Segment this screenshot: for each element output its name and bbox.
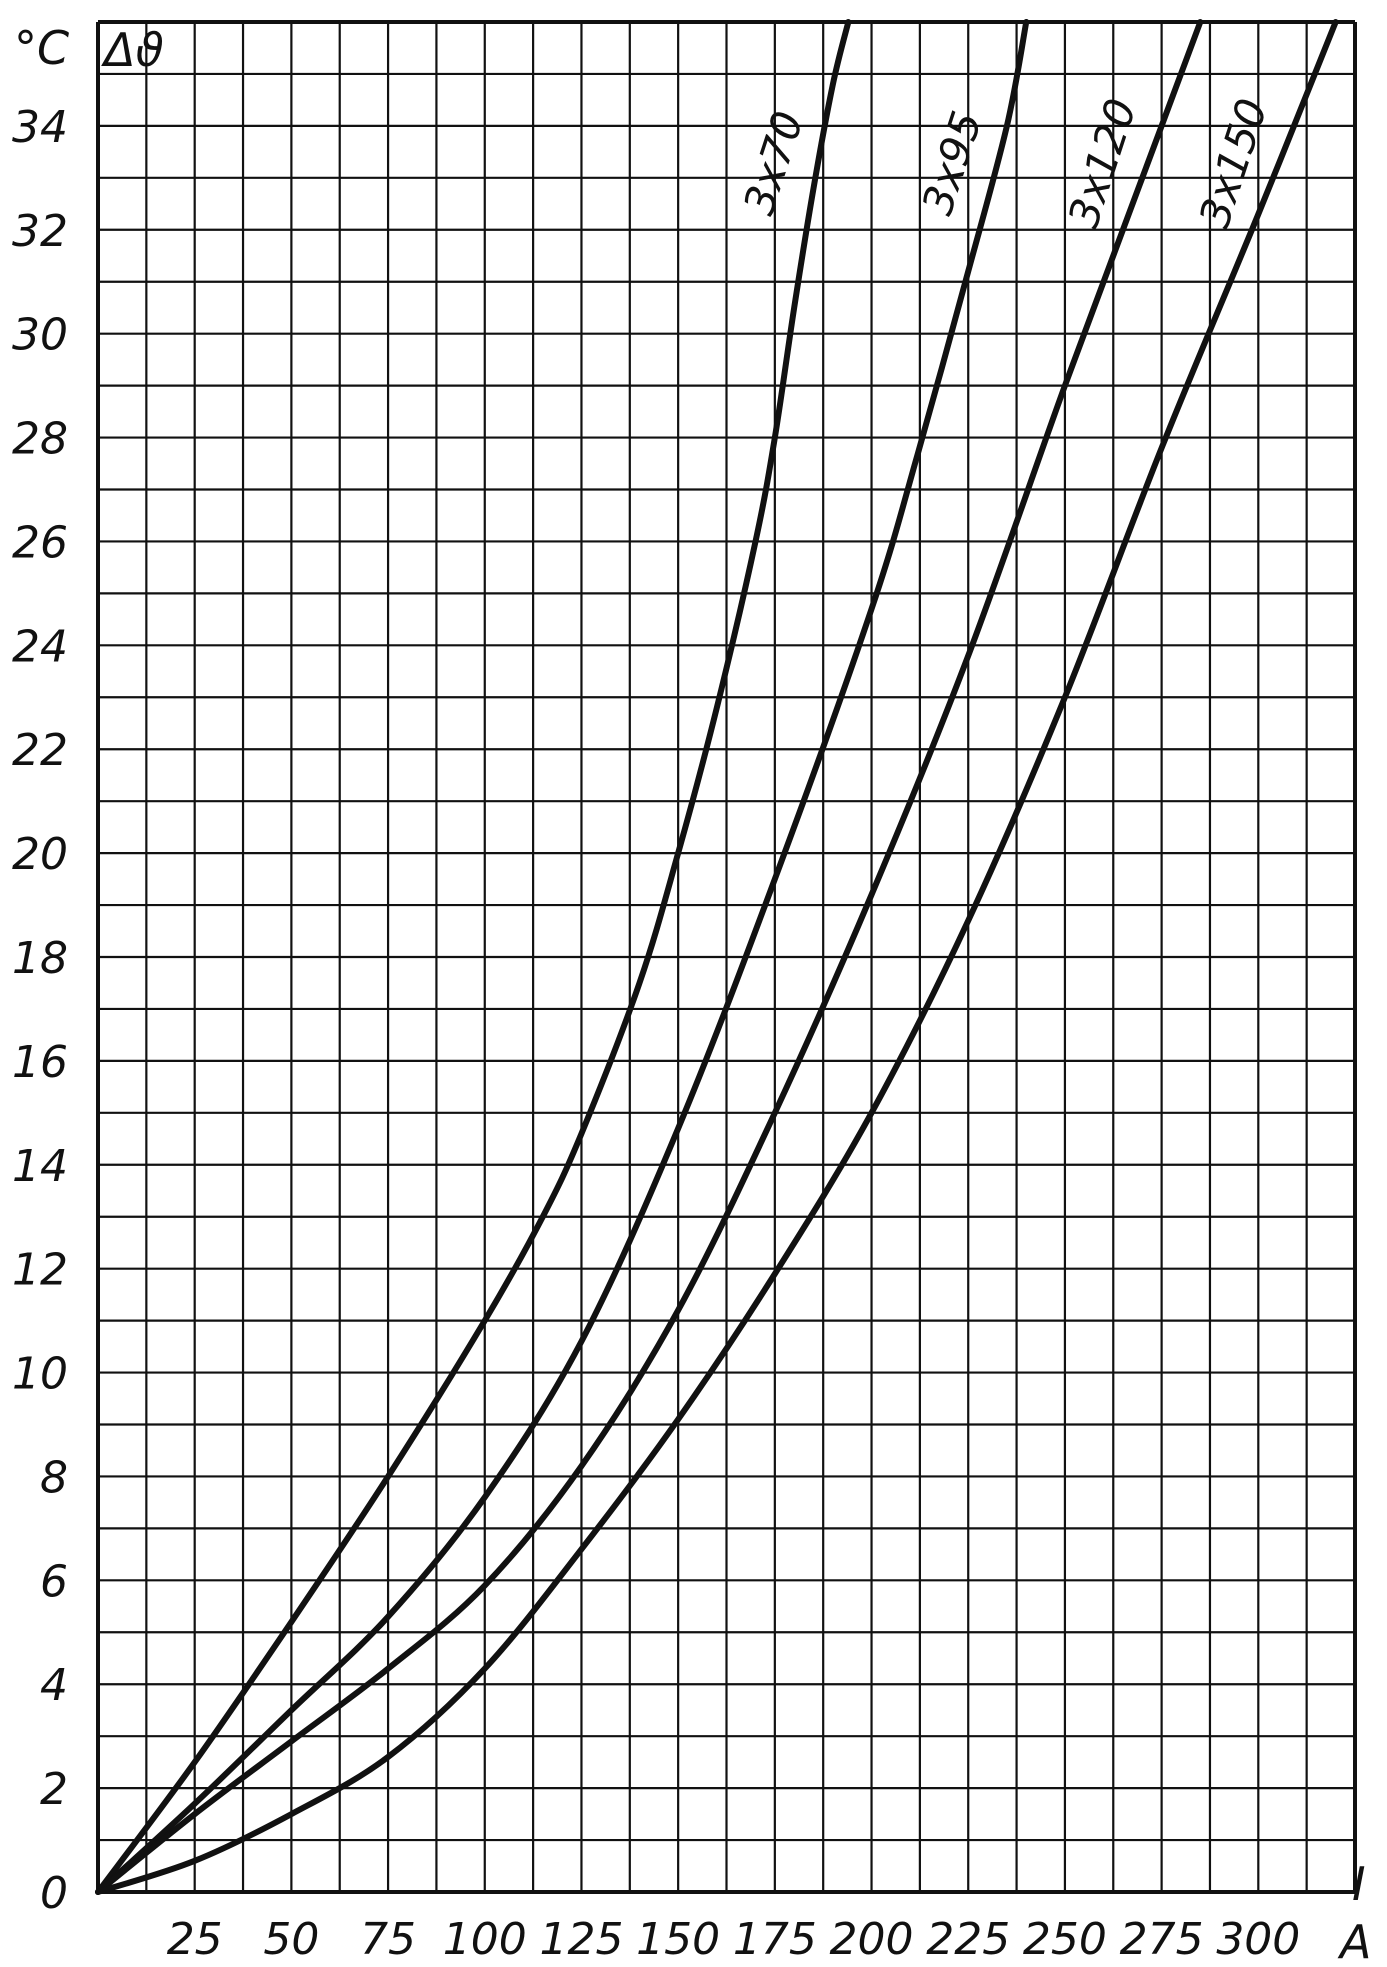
x-tick-label: 75 [360,1914,416,1965]
series-line-3x120 [95,19,1204,1895]
y-tick-label: 24 [12,621,68,672]
y-tick-label: 14 [12,1141,68,1192]
y-tick-label: 0 [40,1868,68,1919]
x-tick-label: 150 [636,1914,720,1965]
x-tick-label: 300 [1216,1914,1300,1965]
y-tick-label: 8 [40,1452,68,1503]
y-tick-label: 16 [12,1037,68,1088]
y-tick-label: 28 [12,414,68,465]
x-tick-label: 100 [443,1914,527,1965]
y-tick-label: 6 [40,1556,68,1607]
x-tick-label: 200 [830,1914,914,1965]
y-tick-label: 32 [12,206,68,257]
y-tick-label: 20 [12,829,68,880]
y-tick-label: 12 [12,1245,68,1296]
series-label-3x70: 3x70 [734,105,813,220]
x-tick-label: 175 [733,1914,817,1965]
series-curves: 3x70 3x95 3x120 3x150 [95,19,1339,1895]
y-axis-unit: °C [14,21,69,75]
series-line-3x150 [95,19,1339,1895]
series-line-3x70 [95,19,852,1895]
y-tick-label: 4 [40,1660,68,1711]
y-tick-label: 34 [12,102,68,153]
y-axis-label: Δϑ [101,23,164,77]
x-tick-label: 50 [263,1914,319,1965]
grid [96,20,1357,1894]
y-tick-label: 26 [12,517,68,568]
series-label-3x150: 3x150 [1190,93,1277,233]
x-tick-label: 275 [1120,1914,1204,1965]
x-tick-label: 25 [167,1914,223,1965]
y-tick-label: 22 [12,725,68,776]
x-axis-label: I [1352,1857,1366,1911]
axis-labels: °C Δϑ I A [14,21,1371,1967]
x-tick-label: 125 [539,1914,623,1965]
y-tick-label: 2 [40,1764,68,1815]
y-tick-label: 18 [12,933,68,984]
series-label-3x95: 3x95 [913,105,992,220]
series-label-3x120: 3x120 [1059,93,1146,233]
y-tick-label: 30 [12,310,68,361]
x-tick-label: 225 [926,1914,1010,1965]
y-tick-label: 10 [12,1349,68,1400]
x-tick-label: 250 [1023,1914,1107,1965]
series-line-3x95 [95,19,1030,1895]
x-axis-unit: A [1337,1915,1371,1967]
